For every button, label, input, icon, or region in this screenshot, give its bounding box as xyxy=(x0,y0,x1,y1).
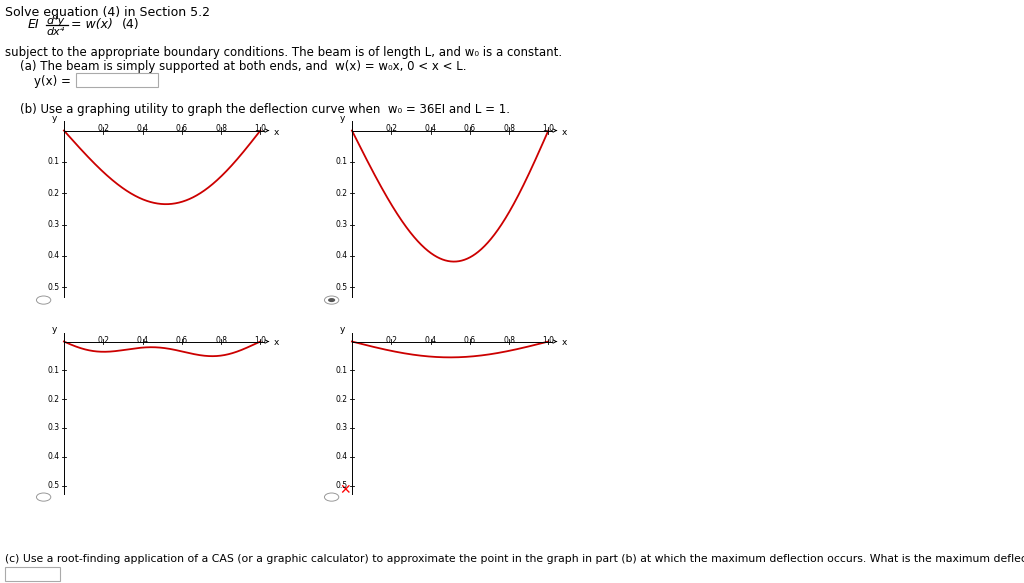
Text: y: y xyxy=(339,325,345,334)
Text: y: y xyxy=(51,114,56,122)
Text: d⁴y: d⁴y xyxy=(46,16,65,26)
FancyBboxPatch shape xyxy=(5,567,60,581)
Text: 0.8: 0.8 xyxy=(503,124,515,134)
Text: 0.4: 0.4 xyxy=(336,452,348,461)
Text: 0.8: 0.8 xyxy=(215,336,227,345)
Text: 0.2: 0.2 xyxy=(336,189,348,198)
Text: x: x xyxy=(274,339,280,347)
Text: x: x xyxy=(562,339,567,347)
Text: 0.5: 0.5 xyxy=(336,481,348,490)
Text: subject to the appropriate boundary conditions. The beam is of length L, and w₀ : subject to the appropriate boundary cond… xyxy=(5,46,562,59)
Text: 1.0: 1.0 xyxy=(254,336,266,345)
Text: y: y xyxy=(339,114,345,122)
Text: 0.4: 0.4 xyxy=(48,251,60,261)
Text: 0.4: 0.4 xyxy=(48,452,60,461)
Text: 0.5: 0.5 xyxy=(48,481,60,490)
Text: EI: EI xyxy=(28,18,40,31)
Text: 0.4: 0.4 xyxy=(136,124,148,134)
Text: 0.2: 0.2 xyxy=(97,336,110,345)
Text: 0.3: 0.3 xyxy=(48,423,60,433)
Text: 1.0: 1.0 xyxy=(254,124,266,134)
Text: 0.2: 0.2 xyxy=(385,336,397,345)
FancyBboxPatch shape xyxy=(76,73,158,87)
Text: 0.4: 0.4 xyxy=(424,336,436,345)
Text: 0.2: 0.2 xyxy=(48,395,60,403)
Text: 0.2: 0.2 xyxy=(336,395,348,403)
Text: = w(x): = w(x) xyxy=(71,18,113,31)
Text: (b) Use a graphing utility to graph the deflection curve when  w₀ = 36EI and L =: (b) Use a graphing utility to graph the … xyxy=(20,103,510,116)
Text: 0.4: 0.4 xyxy=(424,124,436,134)
Text: 0.4: 0.4 xyxy=(336,251,348,261)
Text: 0.2: 0.2 xyxy=(48,189,60,198)
Text: (4): (4) xyxy=(122,18,139,31)
Text: 1.0: 1.0 xyxy=(543,336,554,345)
Text: 0.6: 0.6 xyxy=(176,336,187,345)
Text: 0.8: 0.8 xyxy=(215,124,227,134)
Text: 0.1: 0.1 xyxy=(336,157,348,166)
Text: 0.2: 0.2 xyxy=(385,124,397,134)
Text: x: x xyxy=(274,128,280,136)
Text: ✕: ✕ xyxy=(339,483,351,497)
Text: y: y xyxy=(51,325,56,334)
Text: 0.4: 0.4 xyxy=(136,336,148,345)
Text: 0.3: 0.3 xyxy=(336,423,348,433)
Text: (a) The beam is simply supported at both ends, and  w(x) = w₀x, 0 < x < L.: (a) The beam is simply supported at both… xyxy=(20,60,467,73)
Text: 0.1: 0.1 xyxy=(48,157,60,166)
Text: Solve equation (4) in Section 5.2: Solve equation (4) in Section 5.2 xyxy=(5,6,210,19)
Text: 0.6: 0.6 xyxy=(464,124,476,134)
Text: 0.6: 0.6 xyxy=(176,124,187,134)
Text: 0.3: 0.3 xyxy=(336,220,348,229)
Text: 0.1: 0.1 xyxy=(336,366,348,375)
Text: 0.5: 0.5 xyxy=(336,283,348,292)
Text: 0.2: 0.2 xyxy=(97,124,110,134)
Text: (c) Use a root-finding application of a CAS (or a graphic calculator) to approxi: (c) Use a root-finding application of a … xyxy=(5,554,1024,564)
Text: y(x) =: y(x) = xyxy=(34,75,71,88)
Text: dx⁴: dx⁴ xyxy=(46,27,65,37)
Text: 0.5: 0.5 xyxy=(48,283,60,292)
Text: 0.3: 0.3 xyxy=(48,220,60,229)
Text: x: x xyxy=(562,128,567,136)
Text: 1.0: 1.0 xyxy=(543,124,554,134)
Text: 0.1: 0.1 xyxy=(48,366,60,375)
Text: 0.6: 0.6 xyxy=(464,336,476,345)
Text: 0.8: 0.8 xyxy=(503,336,515,345)
